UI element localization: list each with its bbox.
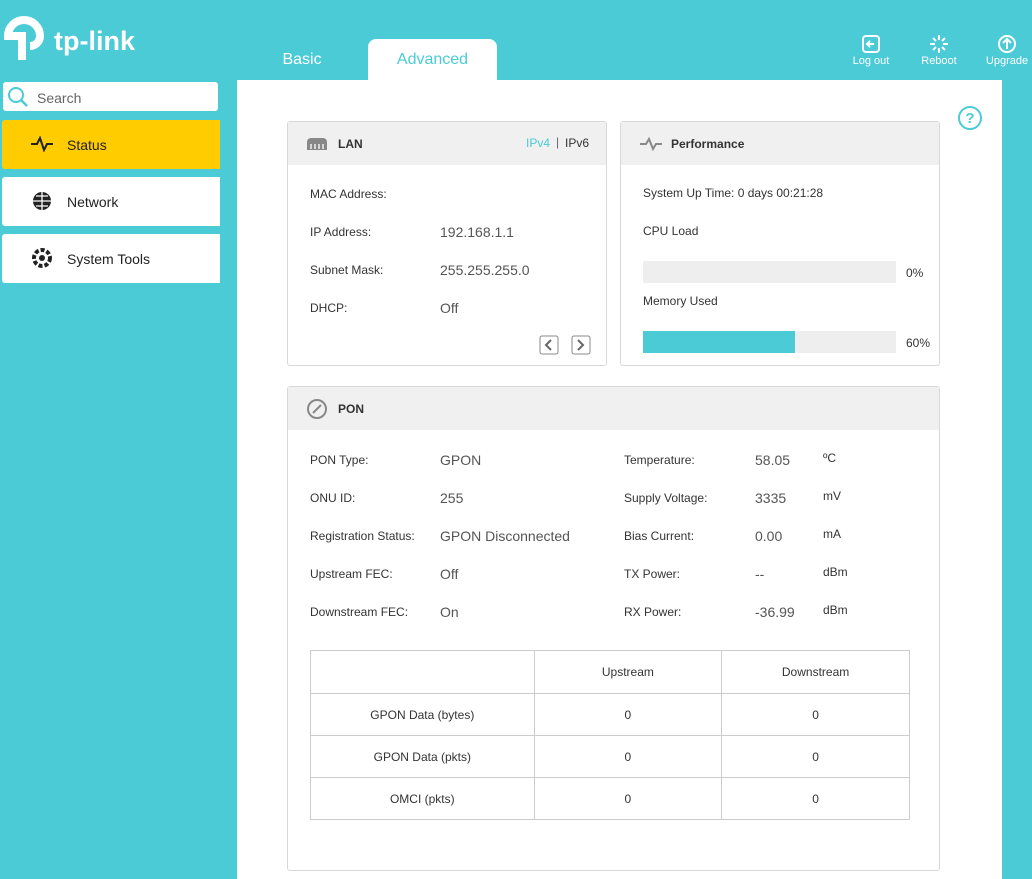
action-logout[interactable]: Log out	[852, 55, 890, 67]
field-value: Off	[440, 566, 459, 582]
table-row: OMCI (pkts) 0 0	[310, 777, 910, 820]
uptime: System Up Time: 0 days 00:21:28	[643, 186, 824, 200]
lan-icon	[307, 138, 327, 150]
field-label: ONU ID:	[310, 491, 356, 505]
tab-label: Advanced	[396, 51, 469, 68]
table-cell: GPON Data (bytes)	[310, 693, 535, 736]
table-header-row: Upstream Downstream	[310, 650, 910, 694]
ipv4-toggle[interactable]: IPv4	[526, 136, 551, 150]
action-upgrade[interactable]: Upgrade	[985, 55, 1029, 67]
table-cell: 0	[721, 693, 910, 736]
field-value: Off	[440, 300, 459, 316]
search-box[interactable]: Search	[3, 82, 218, 111]
tab-active[interactable]: Advanced	[368, 39, 497, 80]
lan-card: LAN IPv4 | IPv6 MAC Address: IP Address: 1…	[287, 121, 607, 366]
card-title: PON	[338, 402, 365, 416]
menu-label: Network	[67, 194, 119, 210]
memory-label: Memory Used	[643, 294, 718, 308]
field-unit: dBm	[823, 603, 848, 617]
table-cell: OMCI (pkts)	[310, 777, 535, 820]
menu-label: System Tools	[67, 251, 150, 267]
table-cell: 0	[721, 777, 910, 820]
card-header	[621, 122, 939, 165]
stats-table: Upstream Downstream GPON Data (bytes) 0 0 GPO…	[310, 650, 910, 820]
tab[interactable]: Basic	[282, 51, 322, 68]
field-value: 255	[440, 490, 464, 506]
field-value: 58.05	[755, 452, 791, 468]
help-icon[interactable]: ?	[957, 105, 983, 131]
search-placeholder: Search	[37, 90, 82, 106]
card-header	[288, 387, 939, 430]
action-icons	[862, 35, 1016, 53]
menu-item[interactable]: Network	[2, 177, 220, 226]
separator: |	[556, 135, 560, 149]
logo-text: tp-link	[54, 26, 135, 56]
table-cell: GPON Data (pkts)	[310, 735, 535, 778]
menu-item[interactable]: Status	[2, 120, 220, 169]
menu-label: Status	[67, 137, 107, 153]
performance-card: Performance System Up Time: 0 days 00:21…	[620, 121, 940, 366]
perf-icon	[640, 137, 662, 151]
field-unit: ºC	[823, 451, 837, 465]
menu-icon	[33, 192, 51, 210]
cpu-track	[643, 261, 896, 283]
pon-card: PON PON Type: GPON ONU ID: 255 Registration …	[287, 386, 940, 871]
cpu-label: CPU Load	[643, 224, 699, 238]
table-cell: 0	[533, 777, 723, 820]
menu-icon	[31, 136, 53, 152]
card-header	[288, 122, 606, 165]
header-cell	[310, 650, 535, 694]
memory-value: 60%	[906, 336, 931, 350]
field-label: Temperature:	[624, 453, 695, 467]
field-value: -36.99	[755, 604, 795, 620]
field-unit: mV	[823, 489, 841, 503]
menu-icon	[32, 248, 52, 268]
ipv6-toggle[interactable]: IPv6	[565, 136, 590, 150]
memory-track	[643, 331, 896, 353]
table-cell: 0	[721, 735, 910, 778]
pager[interactable]	[539, 335, 594, 357]
field-label: Supply Voltage:	[624, 491, 708, 505]
field-value: GPON Disconnected	[440, 528, 570, 544]
field-label: Upstream FEC:	[310, 567, 393, 581]
field-label: IP Address:	[310, 225, 372, 239]
field-label: Subnet Mask:	[310, 263, 384, 277]
header-cell: Downstream	[721, 650, 910, 694]
field-label: DHCP:	[310, 301, 348, 315]
field-value: 0.00	[755, 528, 783, 544]
table-row: GPON Data (pkts) 0 0	[310, 735, 910, 778]
search-icon	[8, 87, 28, 107]
field-value: --	[755, 566, 765, 582]
field-unit: dBm	[823, 565, 848, 579]
memory-bar	[643, 331, 795, 353]
field-value: 255.255.255.0	[440, 262, 530, 278]
logo-icon	[3, 16, 45, 60]
field-label: Downstream FEC:	[310, 605, 409, 619]
field-value: On	[440, 604, 459, 620]
action-reboot[interactable]: Reboot	[921, 55, 957, 67]
field-unit: mA	[823, 527, 841, 541]
field-value: 3335	[755, 490, 787, 506]
svg-text:?: ?	[965, 110, 974, 127]
table-cell: 0	[533, 693, 723, 736]
field-value: GPON	[440, 452, 482, 468]
table-cell: 0	[533, 735, 723, 778]
field-label: TX Power:	[624, 567, 681, 581]
menu-item[interactable]: System Tools	[2, 234, 220, 283]
field-label: RX Power:	[624, 605, 682, 619]
pon-icon	[307, 399, 327, 419]
table-row: GPON Data (bytes) 0 0	[310, 693, 910, 736]
field-label: MAC Address:	[310, 187, 387, 201]
field-value: 192.168.1.1	[440, 224, 514, 240]
field-label: Bias Current:	[624, 529, 695, 543]
card-title: Performance	[671, 137, 745, 151]
field-label: Registration Status:	[310, 529, 415, 543]
cpu-value: 0%	[906, 266, 924, 280]
field-label: PON Type:	[310, 453, 369, 467]
header-cell: Upstream	[533, 650, 723, 694]
card-title: LAN	[338, 137, 363, 151]
